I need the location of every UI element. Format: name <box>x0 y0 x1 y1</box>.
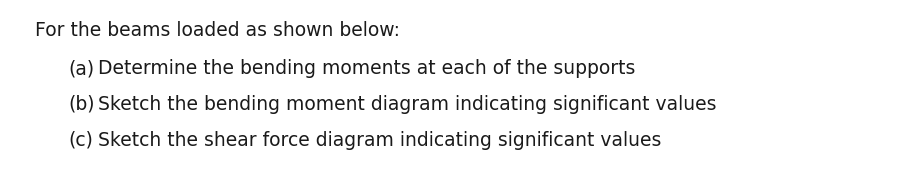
Text: Determine the bending moments at each of the supports: Determine the bending moments at each of… <box>98 60 635 79</box>
Text: (a): (a) <box>68 60 94 79</box>
Text: Sketch the bending moment diagram indicating significant values: Sketch the bending moment diagram indica… <box>98 95 717 114</box>
Text: For the beams loaded as shown below:: For the beams loaded as shown below: <box>35 21 400 40</box>
Text: Sketch the shear force diagram indicating significant values: Sketch the shear force diagram indicatin… <box>98 131 661 150</box>
Text: (c): (c) <box>68 131 93 150</box>
Text: (b): (b) <box>68 95 94 114</box>
